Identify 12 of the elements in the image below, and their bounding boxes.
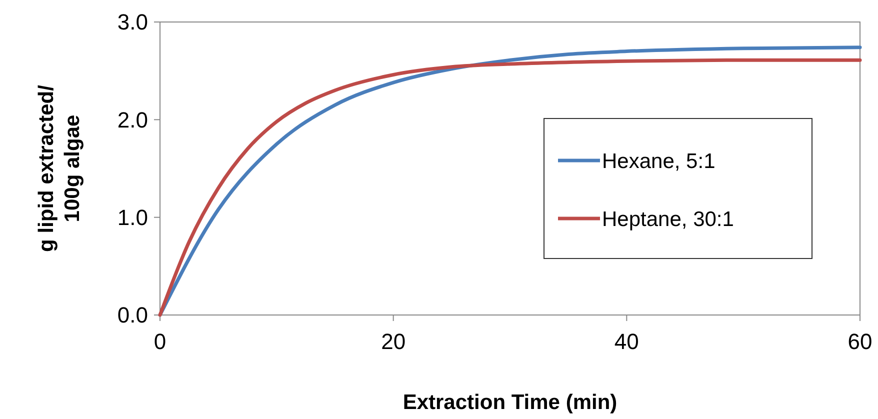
legend-label: Heptane, 30:1 xyxy=(602,208,734,231)
x-tick-label: 60 xyxy=(848,329,872,354)
legend-label: Hexane, 5:1 xyxy=(602,150,716,173)
x-tick-label: 40 xyxy=(614,329,639,354)
x-axis-title: Extraction Time (min) xyxy=(402,391,618,414)
y-tick-label: 3.0 xyxy=(117,10,148,35)
y-tick-label: 0.0 xyxy=(117,302,148,328)
y-tick-label: 1.0 xyxy=(117,205,148,230)
x-tick-label: 20 xyxy=(381,329,406,354)
y-tick-label: 2.0 xyxy=(117,107,148,132)
x-tick-label: 0 xyxy=(154,329,166,354)
y-axis-title: g lipid extracted/ 100g algae xyxy=(35,84,84,252)
